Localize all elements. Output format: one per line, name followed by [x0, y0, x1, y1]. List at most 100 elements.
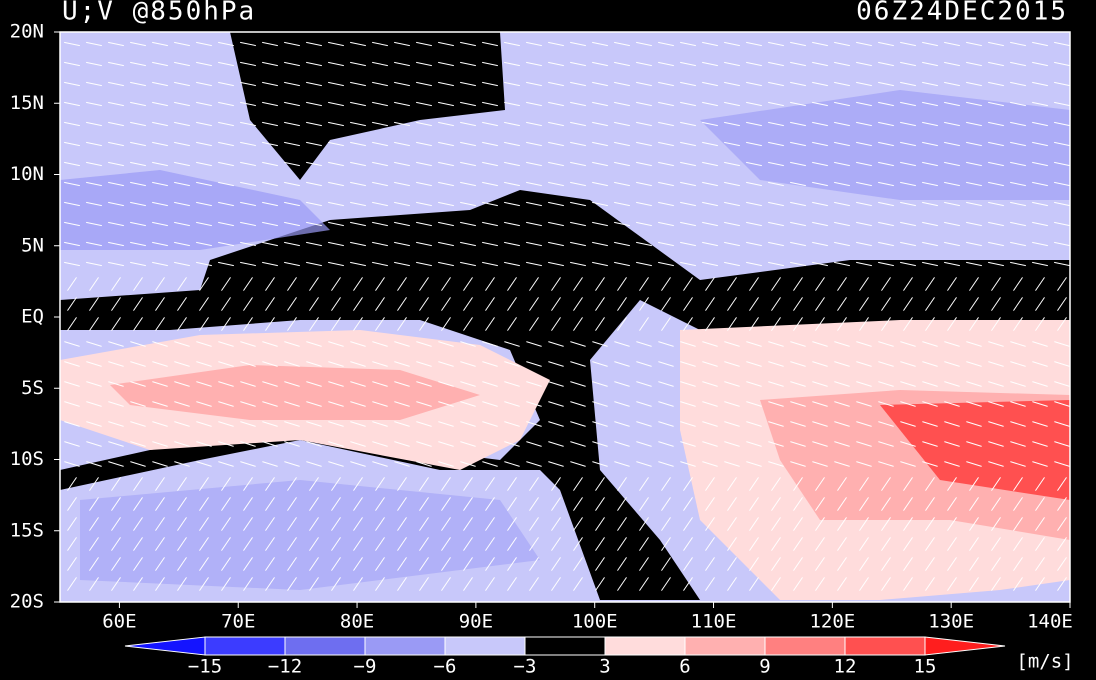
wind-arrow — [658, 181, 674, 187]
wind-arrow — [111, 497, 121, 511]
wind-arrow — [240, 341, 256, 347]
wind-arrow — [174, 41, 190, 47]
wind-arrow — [309, 477, 319, 491]
lat-label: 15S — [10, 519, 44, 541]
wind-arrow — [438, 461, 454, 467]
wind-arrow — [86, 381, 102, 387]
wind-arrow — [152, 461, 168, 467]
wind-arrow — [680, 341, 696, 347]
wind-arrow — [768, 161, 784, 167]
wind-arrow — [108, 201, 124, 207]
wind-arrow — [130, 221, 146, 227]
wind-arrow — [262, 181, 278, 187]
wind-arrow — [482, 41, 498, 47]
wind-arrow — [306, 61, 322, 67]
wind-arrow — [900, 401, 916, 407]
wind-arrow — [1032, 181, 1048, 187]
wind-arrow — [64, 61, 80, 67]
wind-arrow — [174, 121, 190, 127]
wind-arrow — [111, 537, 121, 551]
wind-arrow — [218, 341, 234, 347]
wind-arrow — [966, 401, 982, 407]
wind-arrow — [196, 161, 212, 167]
wind-arrow — [837, 297, 847, 311]
wind-arrow — [900, 141, 916, 147]
wind-arrow — [529, 277, 539, 291]
wind-arrow — [306, 201, 322, 207]
wind-arrow — [815, 577, 825, 591]
wind-arrow — [636, 41, 652, 47]
wind-arrow — [1010, 421, 1026, 427]
wind-arrow — [419, 477, 429, 491]
wind-arrow — [64, 141, 80, 147]
wind-arrow — [856, 241, 872, 247]
wind-arrow — [683, 517, 693, 531]
wind-arrow — [812, 381, 828, 387]
wind-arrow — [636, 101, 652, 107]
wind-arrow — [683, 477, 693, 491]
wind-arrow — [1057, 477, 1067, 491]
wind-arrow — [262, 141, 278, 147]
wind-arrow — [900, 181, 916, 187]
wind-arrow — [548, 421, 564, 427]
wind-arrow — [768, 41, 784, 47]
wind-arrow — [350, 401, 366, 407]
wind-arrow — [812, 121, 828, 127]
wind-arrow — [617, 477, 627, 491]
wind-arrow — [812, 461, 828, 467]
wind-arrow — [969, 577, 979, 591]
wind-arrow — [859, 277, 869, 291]
wind-arrow — [595, 537, 605, 551]
lat-label: 20S — [10, 591, 44, 613]
wind-arrow — [397, 577, 407, 591]
wind-arrow — [988, 381, 1004, 387]
wind-arrow — [702, 361, 718, 367]
wind-arrow — [658, 261, 674, 267]
wind-arrow — [309, 297, 319, 311]
wind-arrow — [262, 261, 278, 267]
wind-arrow — [1032, 101, 1048, 107]
wind-arrow — [1010, 381, 1026, 387]
wind-arrow — [790, 181, 806, 187]
wind-arrow — [812, 341, 828, 347]
wind-arrow — [350, 461, 366, 467]
wind-arrow — [680, 161, 696, 167]
wind-arrow — [89, 517, 99, 531]
wind-arrow — [966, 361, 982, 367]
wind-arrow — [284, 241, 300, 247]
wind-arrow — [658, 201, 674, 207]
wind-arrow — [526, 461, 542, 467]
wind-arrow — [592, 41, 608, 47]
wind-arrow — [702, 41, 718, 47]
lat-label: 20N — [10, 21, 44, 43]
wind-arrow — [900, 461, 916, 467]
wind-arrow — [705, 317, 715, 331]
wind-arrow — [661, 537, 671, 551]
wind-arrow — [460, 261, 476, 267]
wind-arrow — [306, 241, 322, 247]
wind-arrow — [130, 81, 146, 87]
wind-arrow — [1032, 261, 1048, 267]
wind-arrow — [529, 497, 539, 511]
wind-arrow — [350, 121, 366, 127]
wind-arrow — [834, 201, 850, 207]
wind-arrow — [878, 421, 894, 427]
wind-arrow — [130, 141, 146, 147]
wind-arrow — [969, 297, 979, 311]
wind-arrow — [639, 477, 649, 491]
wind-arrow — [130, 441, 146, 447]
wind-arrow — [944, 101, 960, 107]
wind-arrow — [661, 317, 671, 331]
wind-arrow — [680, 361, 696, 367]
wind-arrow — [749, 297, 759, 311]
wind-arrow — [705, 277, 715, 291]
wind-arrow — [108, 361, 124, 367]
wind-arrow — [108, 101, 124, 107]
wind-arrow — [287, 577, 297, 591]
colorbar-box — [684, 636, 766, 656]
wind-arrow — [837, 317, 847, 331]
wind-arrow — [856, 141, 872, 147]
wind-arrow — [903, 517, 913, 531]
wind-arrow — [199, 297, 209, 311]
